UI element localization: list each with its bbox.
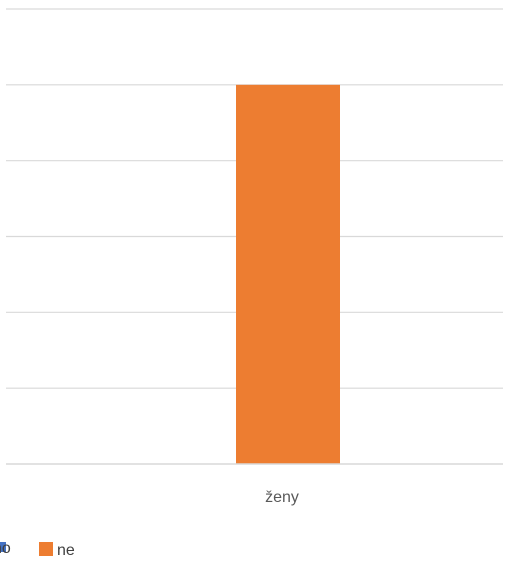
legend-swatch-no (0, 542, 6, 552)
legend-label-ne: ne (57, 542, 75, 559)
legend-item-no: no (0, 540, 11, 557)
category-label: ženy (265, 489, 299, 506)
bars (236, 84, 340, 464)
legend-label-no: no (0, 540, 11, 557)
legend-swatch-ne (39, 542, 53, 556)
legend: no ne (0, 540, 75, 559)
legend-item-ne: ne (39, 542, 75, 559)
bar-ne (236, 84, 340, 464)
